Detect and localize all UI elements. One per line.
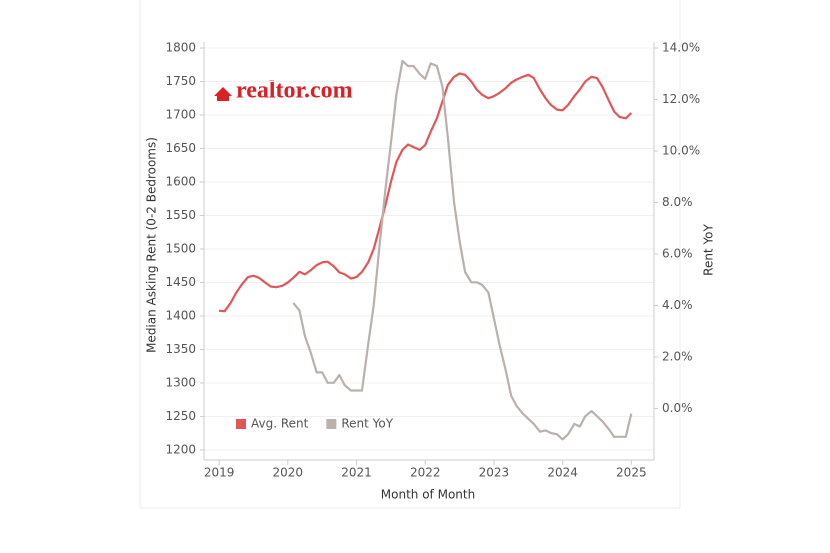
y-tick-label: 1650 (165, 141, 196, 155)
y-tick-label: 1350 (165, 342, 196, 356)
x-tick-label: 2022 (410, 466, 441, 480)
x-tick-label: 2021 (341, 466, 372, 480)
legend-label: Avg. Rent (251, 417, 309, 431)
y-tick-label: 1450 (165, 275, 196, 289)
y-axis-title: Median Asking Rent (0-2 Bedrooms) (145, 137, 159, 353)
y2-tick-label: 4.0% (662, 298, 693, 312)
y-tick-label: 1500 (165, 241, 196, 255)
y-tick-label: 1750 (165, 74, 196, 88)
legend-swatch (326, 419, 337, 429)
x-tick-label: 2023 (479, 466, 510, 480)
y-tick-label: 1600 (165, 174, 196, 188)
y-tick-label: 1250 (165, 409, 196, 423)
series-line (218, 72, 633, 313)
logo-icon (214, 87, 232, 101)
x-tick-label: 2024 (547, 466, 578, 480)
y2-tick-label: 2.0% (662, 350, 693, 364)
y-tick-label: 1550 (165, 208, 196, 222)
legend-swatch (236, 419, 246, 429)
y2-axis-title: Rent YoY (702, 223, 716, 275)
x-tick-label: 2025 (616, 466, 647, 480)
y2-tick-label: 10.0% (662, 144, 700, 158)
y-tick-label: 1400 (165, 308, 196, 322)
y2-tick-label: 0.0% (662, 401, 693, 415)
x-axis-title: Month of Month (381, 488, 475, 502)
y-tick-label: 1200 (165, 442, 196, 456)
y2-tick-label: 14.0% (662, 41, 700, 55)
x-tick-label: 2020 (273, 466, 304, 480)
series-line (292, 59, 633, 441)
legend-label: Rent YoY (341, 417, 393, 431)
y-tick-label: 1300 (165, 375, 196, 389)
y2-tick-label: 6.0% (662, 247, 693, 261)
y-tick-label: 1800 (165, 41, 196, 55)
y2-tick-label: 8.0% (662, 195, 693, 209)
x-tick-label: 2019 (204, 466, 235, 480)
y-tick-label: 1700 (165, 107, 196, 121)
y2-tick-label: 12.0% (662, 92, 700, 106)
